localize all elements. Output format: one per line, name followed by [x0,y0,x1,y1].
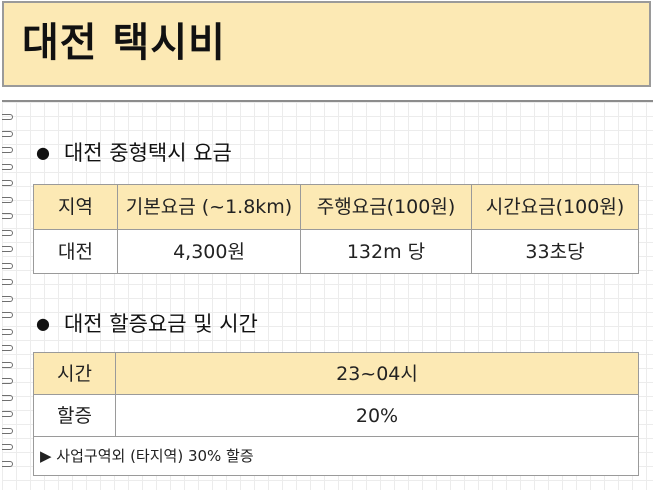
surcharge-label-time: 시간 [33,352,116,395]
surcharge-label-rate: 할증 [33,394,116,437]
surcharge-row-rate: 할증 20% [33,394,639,437]
ring-icon [2,229,13,236]
ring-icon [2,196,13,203]
fare-cell-region: 대전 [33,229,118,274]
fare-cell-distance: 132m 당 [300,229,472,274]
ring-icon [2,180,13,186]
section-title-surcharge: ● 대전 할증요금 및 시간 [36,311,258,339]
bullet-icon: ● [36,143,50,162]
ring-icon [2,279,13,285]
fare-cell-time: 33초당 [471,229,639,274]
ring-icon [2,114,13,120]
fare-header-time: 시간요금(100원) [471,184,639,230]
ring-icon [2,345,13,351]
title-banner: 대전 택시비 [2,1,651,87]
ring-icon [2,147,13,153]
ring-icon [2,295,13,302]
ring-icon [2,213,13,219]
fare-table: 지역 기본요금 (~1.8km) 주행요금(100원) 시간요금(100원) 대… [33,184,639,274]
ring-icon [2,246,13,252]
ring-icon [2,378,13,384]
fare-header-base: 기본요금 (~1.8km) [117,184,301,230]
section-title-fare-text: 대전 중형택시 요금 [63,141,232,165]
surcharge-value-rate: 20% [115,394,639,437]
surcharge-table: 시간 23~04시 할증 20% ▶ 사업구역외 (타지역) 30% 할증 [33,352,639,476]
ring-icon [2,130,13,137]
fare-header-distance: 주행요금(100원) [300,184,472,230]
bullet-icon: ● [36,314,50,333]
surcharge-row-time: 시간 23~04시 [33,352,639,395]
section-title-surcharge-text: 대전 할증요금 및 시간 [63,312,258,336]
ring-icon [2,361,13,368]
ring-icon [2,460,13,467]
surcharge-note-row: ▶ 사업구역외 (타지역) 30% 할증 [33,436,639,476]
ring-icon [2,262,13,269]
ring-icon [2,163,13,170]
page-title: 대전 택시비 [22,20,226,66]
surcharge-value-time: 23~04시 [115,352,639,395]
section-title-fare: ● 대전 중형택시 요금 [36,140,232,168]
ring-icon [2,411,13,417]
ring-icon [2,394,13,401]
fare-header-region: 지역 [33,184,118,230]
surcharge-note: ▶ 사업구역외 (타지역) 30% 할증 [33,436,639,476]
fare-table-row: 대전 4,300원 132m 당 33초당 [33,229,639,274]
notebook-rings [0,112,18,490]
fare-table-header-row: 지역 기본요금 (~1.8km) 주행요금(100원) 시간요금(100원) [33,184,639,230]
ring-icon [2,312,13,318]
ring-icon [2,328,13,335]
ring-icon [2,444,13,450]
fare-cell-base: 4,300원 [117,229,301,274]
ring-icon [2,427,13,434]
